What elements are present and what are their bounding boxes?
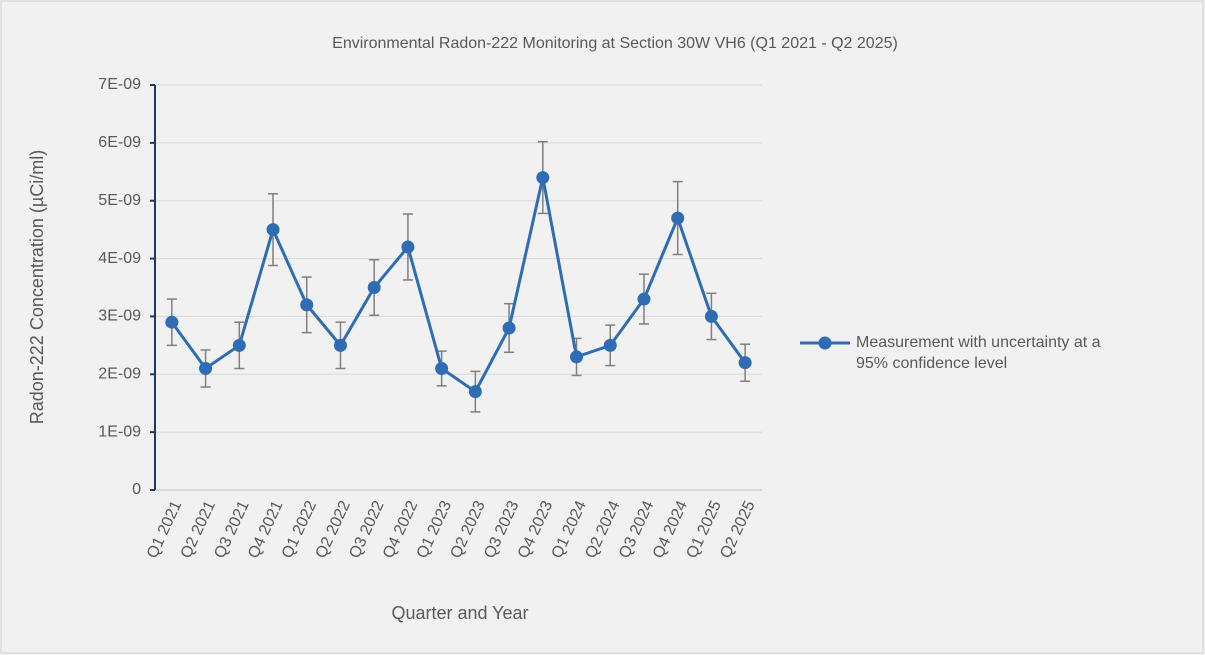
data-point xyxy=(570,350,584,364)
data-point xyxy=(536,171,550,185)
y-tick-label: 1E-09 xyxy=(98,423,141,440)
data-point xyxy=(603,338,617,352)
y-tick-label: 0 xyxy=(132,481,141,498)
y-tick-label: 4E-09 xyxy=(98,250,141,267)
legend-marker xyxy=(818,336,832,350)
data-point xyxy=(165,315,179,329)
y-tick-label: 7E-09 xyxy=(98,76,141,93)
y-tick-label: 2E-09 xyxy=(98,366,141,383)
data-point xyxy=(232,338,246,352)
chart-title: Environmental Radon-222 Monitoring at Se… xyxy=(332,35,898,52)
data-point xyxy=(468,385,482,399)
y-tick-label: 3E-09 xyxy=(98,308,141,325)
data-point xyxy=(502,321,516,335)
y-tick-label: 5E-09 xyxy=(98,192,141,209)
data-point xyxy=(435,362,449,375)
data-point xyxy=(704,309,718,323)
data-point xyxy=(333,338,347,352)
y-tick-label: 6E-09 xyxy=(98,134,141,151)
legend-label: Measurement with uncertainty at a 95% co… xyxy=(856,334,1101,372)
data-point xyxy=(367,281,381,294)
y-axis-title: Radon-222 Concentration (µCi/ml) xyxy=(27,150,47,425)
data-point xyxy=(738,356,752,370)
data-point xyxy=(199,362,213,375)
data-point xyxy=(637,292,651,306)
data-point xyxy=(266,223,280,237)
series-line xyxy=(170,177,747,394)
data-point xyxy=(300,298,314,312)
data-point xyxy=(671,211,685,225)
x-axis-title: Quarter and Year xyxy=(391,603,528,623)
data-point xyxy=(401,240,415,254)
